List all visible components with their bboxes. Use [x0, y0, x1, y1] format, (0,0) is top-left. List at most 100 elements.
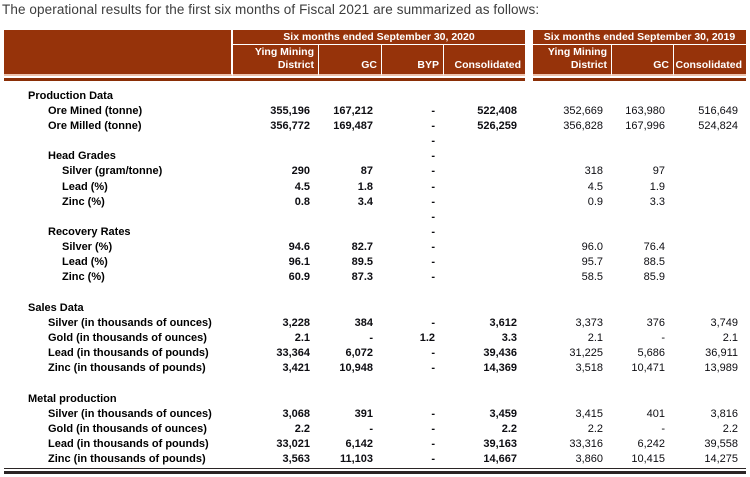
cell-value: 96.0 — [581, 241, 603, 254]
row-label: Zinc (%) — [62, 195, 105, 208]
cell-value: - — [431, 210, 435, 223]
cell-value: 3,749 — [710, 316, 738, 329]
cell-value: 3.3 — [501, 332, 517, 345]
cell-value: 6,072 — [345, 347, 373, 360]
row-label: Recovery Rates — [48, 225, 131, 238]
column-header-gc-2020: GC — [318, 45, 381, 76]
cell-value: 6,242 — [637, 438, 665, 451]
row-label: Zinc (in thousands of pounds) — [48, 453, 206, 466]
cell-value: - — [431, 225, 435, 238]
cell-value: 33,316 — [569, 438, 603, 451]
cell-value: 391 — [354, 407, 373, 420]
row-label: Ore Mined (tonne) — [48, 104, 143, 117]
column-header-consolidated-2020: Consolidated — [443, 45, 525, 76]
cell-value: - — [431, 423, 435, 436]
cell-value: 526,259 — [477, 119, 517, 132]
cell-value: 356,828 — [563, 119, 603, 132]
cell-value: 95.7 — [581, 256, 603, 269]
row-label: Zinc (%) — [62, 271, 105, 284]
table-row: Lead (in thousands of pounds) 33,364 6,072… — [4, 346, 746, 361]
cell-value: 39,558 — [704, 438, 738, 451]
cell-value: - — [431, 407, 435, 420]
cell-value: 39,436 — [483, 347, 517, 360]
column-header-ying-2019: Ying Mining District — [533, 45, 611, 76]
cell-value: 10,415 — [631, 453, 665, 466]
cell-value: 96.1 — [288, 256, 310, 269]
table-row: - — [4, 209, 746, 224]
cell-value: 376 — [646, 316, 665, 329]
row-label: Silver (%) — [62, 241, 113, 254]
cell-value: 3,816 — [710, 407, 738, 420]
table-row: Ore Mined (tonne) 355,196 167,212 - 522,408 3… — [4, 103, 746, 118]
row-label: Head Grades — [48, 150, 116, 163]
cell-value: 3,459 — [489, 407, 517, 420]
row-label: Silver (in thousands of ounces) — [48, 407, 212, 420]
cell-value: 6,142 — [345, 438, 373, 451]
cell-value: 318 — [584, 165, 603, 178]
table-row: Lead (%) 96.1 89.5 - 95.7 88.5 — [4, 255, 746, 270]
cell-value: 87 — [360, 165, 373, 178]
cell-value: - — [431, 438, 435, 451]
cell-value: 384 — [354, 316, 373, 329]
row-label: Gold (in thousands of ounces) — [48, 332, 207, 345]
cell-value: - — [431, 241, 435, 254]
table-row — [4, 376, 746, 391]
table-row: Lead (%) 4.5 1.8 - 4.5 1.9 — [4, 179, 746, 194]
cell-value: 3,518 — [575, 362, 603, 375]
table-row: - — [4, 133, 746, 148]
cell-value: 1.9 — [649, 180, 665, 193]
cell-value: 97 — [652, 165, 665, 178]
table-row: Silver (in thousands of ounces) 3,068 391 -… — [4, 406, 746, 421]
cell-value: 0.9 — [587, 195, 603, 208]
table-bottom-rule-thick — [4, 471, 746, 474]
cell-value: 3,563 — [282, 453, 310, 466]
cell-value: 522,408 — [477, 104, 517, 117]
cell-value: 11,103 — [339, 453, 373, 466]
cell-value: 167,212 — [333, 104, 373, 117]
cell-value: 524,824 — [698, 119, 738, 132]
table-row: Silver (in thousands of ounces) 3,228 384 -… — [4, 315, 746, 330]
cell-value: 3,415 — [575, 407, 603, 420]
table-row: Zinc (in thousands of pounds) 3,563 11,103… — [4, 452, 746, 467]
cell-value: 2.1 — [294, 332, 310, 345]
cell-value: - — [431, 180, 435, 193]
row-label: Silver (in thousands of ounces) — [48, 316, 212, 329]
row-label: Lead (in thousands of pounds) — [48, 438, 209, 451]
cell-value: 87.3 — [351, 271, 373, 284]
cell-value: - — [431, 165, 435, 178]
table-row: Production Data — [4, 88, 746, 103]
cell-value: 33,364 — [276, 347, 310, 360]
column-header-ying-2020: Ying Mining District — [233, 45, 318, 76]
cell-value: - — [369, 423, 373, 436]
row-label: Gold (in thousands of ounces) — [48, 423, 207, 436]
cell-value: 85.9 — [643, 271, 665, 284]
cell-value: 1.2 — [419, 332, 435, 345]
cell-value: 14,275 — [704, 453, 738, 466]
table-row: Zinc (in thousands of pounds) 3,421 10,948… — [4, 361, 746, 376]
cell-value: - — [661, 423, 665, 436]
cell-value: 356,772 — [270, 119, 310, 132]
results-table: Six months ended September 30, 2020 Six … — [4, 30, 746, 474]
cell-value: - — [661, 332, 665, 345]
column-header-byp-2020: BYP — [381, 45, 443, 76]
header-bottom-rule — [4, 78, 746, 81]
cell-value: 2.1 — [587, 332, 603, 345]
page-title: The operational results for the first si… — [2, 2, 540, 17]
cell-value: 2.2 — [587, 423, 603, 436]
table-row: Ore Milled (tonne) 356,772 169,487 - 526,259… — [4, 118, 746, 133]
cell-value: - — [431, 135, 435, 148]
table-row: Head Grades - — [4, 149, 746, 164]
table-row — [4, 285, 746, 300]
table-row: Silver (%) 94.6 82.7 - 96.0 76.4 — [4, 240, 746, 255]
cell-value: 10,471 — [631, 362, 665, 375]
cell-value: - — [431, 271, 435, 284]
cell-value: 33,021 — [276, 438, 310, 451]
cell-value: 3,421 — [282, 362, 310, 375]
cell-value: 167,996 — [625, 119, 665, 132]
cell-value: 290 — [291, 165, 310, 178]
cell-value: 88.5 — [643, 256, 665, 269]
cell-value: 5,686 — [637, 347, 665, 360]
table-row: Lead (in thousands of pounds) 33,021 6,142… — [4, 437, 746, 452]
cell-value: - — [431, 150, 435, 163]
